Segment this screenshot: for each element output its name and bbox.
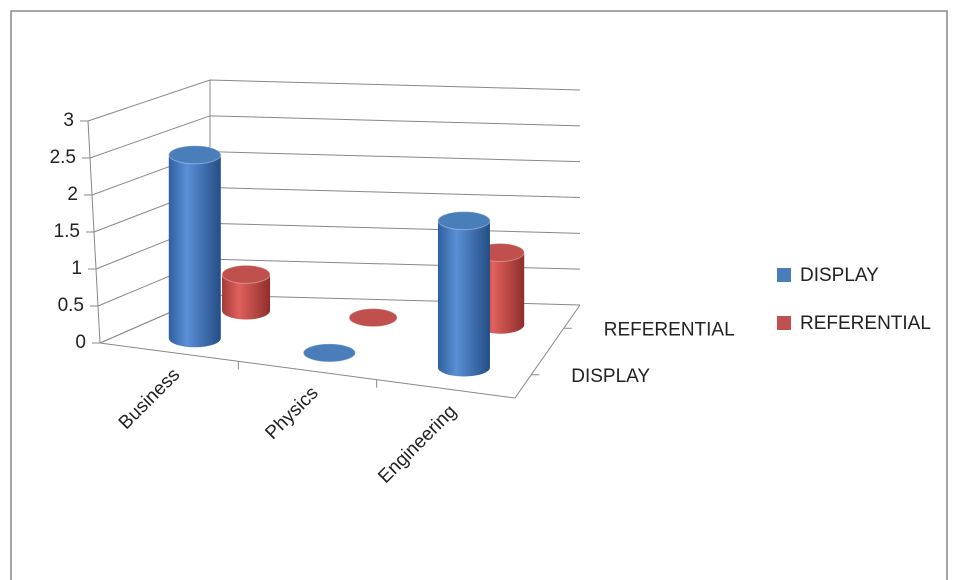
y-tick-label: 0.5 — [58, 295, 84, 316]
cylinder — [348, 308, 398, 328]
cylinder — [221, 264, 271, 320]
y-tick-label: 0 — [75, 332, 86, 353]
y-tick-label: 3 — [63, 110, 74, 131]
legend-label: REFERENTIAL — [800, 313, 931, 334]
y-tick-label: 2 — [67, 184, 78, 205]
y-tick-label: 2.5 — [50, 147, 76, 168]
cylinder — [168, 145, 222, 348]
depth-label: DISPLAY — [571, 366, 650, 387]
y-axis — [87, 120, 101, 344]
depth-label: REFERENTIAL — [604, 319, 735, 340]
cylinder — [437, 211, 491, 377]
legend-label: DISPLAY — [800, 265, 879, 286]
legend-swatch — [777, 316, 791, 330]
legend-swatch — [777, 268, 791, 282]
y-tick-label: 1.5 — [54, 221, 80, 242]
y-tick-label: 1 — [71, 258, 82, 279]
floor — [98, 294, 581, 399]
cylinder — [302, 343, 356, 363]
